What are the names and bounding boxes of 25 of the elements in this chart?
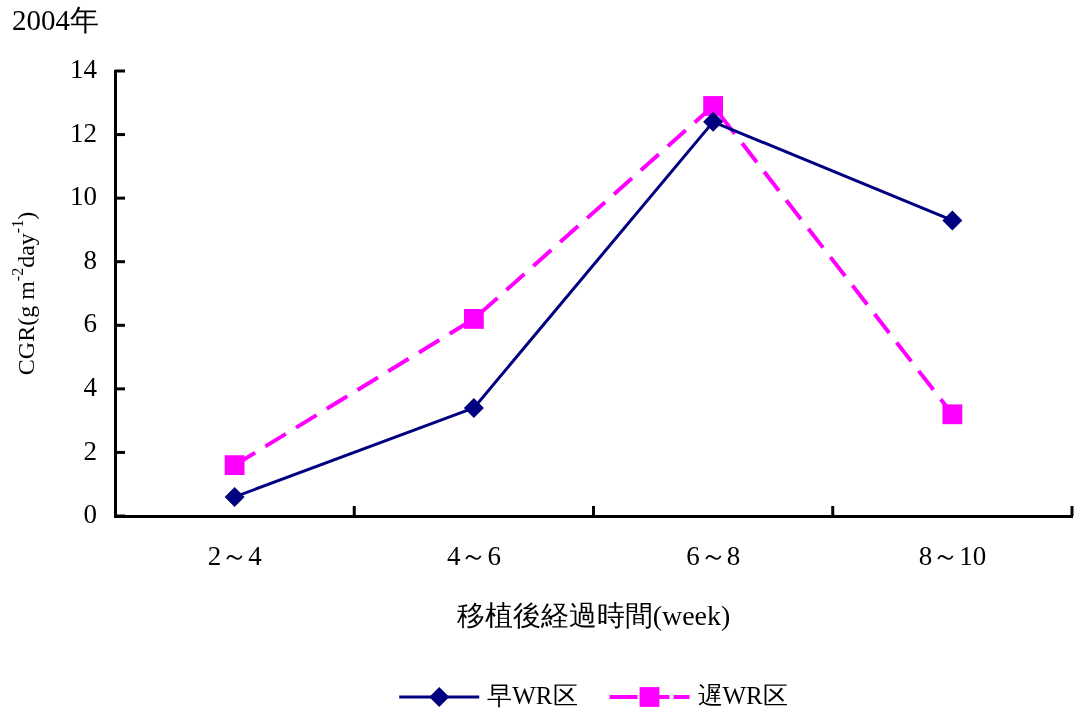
- x-tick-label: 4～6: [446, 541, 501, 572]
- y-tick-label: 14: [70, 54, 98, 85]
- y-tick-label: 12: [70, 117, 97, 148]
- point: [703, 111, 724, 132]
- legend-label: 遅WR区: [697, 681, 788, 709]
- y-tick-label: 8: [83, 244, 97, 275]
- x-tick-label: 6～8: [686, 541, 741, 572]
- y-tick-label: 6: [83, 308, 97, 339]
- x-tick-label: 8～10: [918, 541, 987, 572]
- point: [224, 455, 245, 476]
- y-axis-title: CGR(g m-2day-1): [9, 211, 40, 376]
- point: [463, 397, 484, 418]
- point: [224, 486, 245, 507]
- point: [942, 210, 963, 231]
- point: [942, 404, 963, 425]
- point: [703, 96, 724, 116]
- chart-title: 2004年: [12, 4, 99, 37]
- y-tick-label: 10: [70, 181, 97, 212]
- legend-label: 早WR区: [487, 681, 578, 709]
- point: [463, 309, 484, 329]
- x-axis-title: 移植後経過時間(week): [456, 600, 731, 632]
- x-tick-label: 2～4: [207, 541, 263, 572]
- y-tick-label: 4: [83, 371, 98, 402]
- y-tick-label: 0: [83, 499, 97, 530]
- y-tick-label: 2: [83, 435, 97, 466]
